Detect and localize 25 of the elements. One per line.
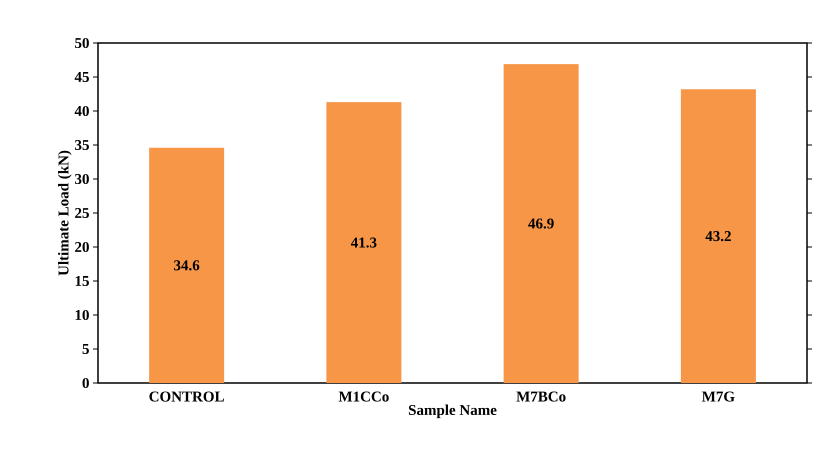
bar: [149, 148, 224, 383]
y-tick-label: 0: [82, 378, 89, 388]
x-axis-title: Sample Name: [408, 404, 496, 418]
x-tick-label: CONTROL: [149, 392, 224, 402]
data-label: 46.9: [528, 218, 554, 229]
y-tick-label: 35: [75, 140, 89, 150]
x-tick-label: M7BCo: [516, 392, 566, 402]
y-tick-label: 15: [76, 276, 89, 286]
data-label: 41.3: [350, 238, 376, 248]
y-tick-label: 10: [76, 310, 89, 320]
y-axis-title: Ultimate Load (kN): [58, 150, 72, 276]
x-tick-label: M7G: [702, 392, 735, 402]
data-label: 34.6: [174, 260, 200, 270]
y-tick-label: 50: [75, 38, 89, 48]
y-tick-label: 40: [74, 106, 89, 116]
y-tick-label: 25: [75, 208, 89, 218]
x-tick-label: M1CCo: [338, 392, 389, 402]
bar: [680, 89, 756, 383]
bar: [326, 102, 402, 383]
y-tick-label: 20: [75, 242, 89, 252]
y-tick-label: 5: [82, 344, 89, 354]
y-tick-label: 45: [74, 72, 89, 82]
data-label: 43.2: [705, 231, 731, 242]
y-tick-label: 30: [75, 174, 89, 184]
bar: [504, 64, 579, 383]
